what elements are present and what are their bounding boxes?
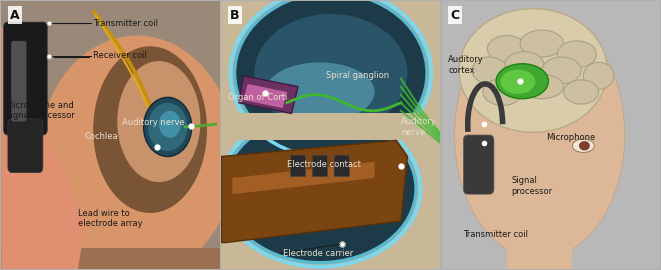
Ellipse shape	[500, 70, 535, 94]
Ellipse shape	[542, 57, 581, 84]
Ellipse shape	[93, 46, 207, 213]
Ellipse shape	[148, 103, 187, 151]
FancyBboxPatch shape	[507, 210, 572, 269]
Ellipse shape	[459, 9, 607, 132]
Ellipse shape	[235, 0, 427, 154]
Text: Transmitter coil: Transmitter coil	[463, 230, 528, 239]
Text: Auditory
nerve: Auditory nerve	[401, 117, 437, 137]
FancyBboxPatch shape	[442, 1, 660, 269]
Ellipse shape	[265, 62, 375, 122]
Ellipse shape	[254, 14, 407, 132]
Polygon shape	[1, 28, 85, 269]
FancyBboxPatch shape	[3, 22, 48, 135]
Polygon shape	[243, 84, 287, 108]
Text: Lead wire to
electrode array: Lead wire to electrode array	[78, 209, 143, 228]
Ellipse shape	[487, 35, 527, 62]
Ellipse shape	[520, 30, 564, 57]
Ellipse shape	[557, 41, 596, 68]
FancyBboxPatch shape	[334, 155, 350, 177]
Text: C: C	[450, 9, 459, 22]
Text: Spiral ganglion: Spiral ganglion	[327, 71, 389, 80]
Ellipse shape	[483, 79, 522, 105]
Text: Microphone: Microphone	[546, 133, 596, 142]
FancyBboxPatch shape	[11, 41, 26, 122]
Text: Receiver coil: Receiver coil	[93, 51, 147, 60]
Text: Cochlea: Cochlea	[85, 132, 118, 141]
Ellipse shape	[223, 115, 416, 263]
Ellipse shape	[159, 111, 180, 138]
Text: Auditory nerve: Auditory nerve	[122, 119, 184, 127]
Ellipse shape	[496, 64, 549, 99]
Text: Microphone and
signal processor: Microphone and signal processor	[6, 101, 75, 120]
Text: B: B	[230, 9, 240, 22]
Text: Auditory
cortex: Auditory cortex	[448, 55, 484, 75]
Ellipse shape	[472, 57, 507, 84]
FancyBboxPatch shape	[463, 135, 494, 194]
FancyBboxPatch shape	[290, 155, 305, 177]
Ellipse shape	[579, 141, 590, 150]
FancyBboxPatch shape	[223, 113, 438, 140]
FancyBboxPatch shape	[312, 155, 328, 177]
Ellipse shape	[583, 62, 614, 89]
Ellipse shape	[564, 80, 599, 104]
Text: Electrode carrier: Electrode carrier	[283, 249, 353, 258]
Ellipse shape	[117, 61, 200, 182]
Text: Transmitter coil: Transmitter coil	[93, 19, 158, 28]
Polygon shape	[221, 140, 407, 242]
Text: Electrode contact: Electrode contact	[287, 160, 361, 169]
Ellipse shape	[505, 52, 544, 79]
Polygon shape	[239, 76, 298, 113]
FancyBboxPatch shape	[1, 248, 220, 269]
Text: Signal
processor: Signal processor	[512, 176, 553, 196]
Ellipse shape	[455, 11, 625, 259]
Ellipse shape	[143, 97, 192, 157]
Ellipse shape	[572, 139, 594, 153]
Polygon shape	[233, 162, 375, 194]
FancyBboxPatch shape	[8, 119, 43, 173]
Ellipse shape	[38, 35, 235, 270]
FancyBboxPatch shape	[1, 1, 220, 269]
Text: Organ of Corti: Organ of Corti	[228, 93, 288, 102]
Ellipse shape	[520, 75, 564, 99]
Text: A: A	[10, 9, 20, 22]
FancyBboxPatch shape	[221, 1, 440, 269]
